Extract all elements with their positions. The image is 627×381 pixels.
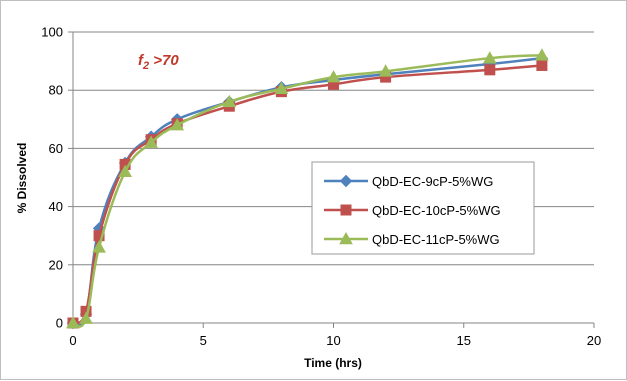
series-3-point-3 — [92, 240, 106, 253]
series-1-line — [72, 56, 543, 327]
series-3-point-8 — [274, 81, 289, 95]
y-tick-label-0: 0 — [56, 316, 63, 331]
f2-annotation: f2 >70 — [138, 52, 179, 72]
series-3-point-7 — [222, 94, 237, 108]
series-3-point-6 — [170, 118, 185, 131]
y-tick-label-20: 20 — [49, 257, 63, 272]
series-3-point-12 — [535, 48, 549, 61]
series-3-point-1 — [66, 315, 80, 329]
series-2-point-12 — [536, 59, 548, 71]
series-3-point-10 — [378, 64, 393, 77]
y-axis-title: % Dissolved — [15, 143, 29, 214]
legend-marker-1 — [339, 174, 353, 188]
y-tick-label-60: 60 — [49, 141, 63, 156]
axes: 0 20 40 60 80 100 0 5 10 15 20 — [41, 25, 601, 349]
series-3 — [66, 48, 549, 329]
x-tick-label-10: 10 — [326, 333, 340, 348]
legend-label-2: QbD-EC-10cP-5%WG — [372, 203, 501, 218]
legend-label-1: QbD-EC-9cP-5%WG — [372, 174, 493, 189]
series-2-point-11 — [484, 64, 496, 76]
annotation-value: >70 — [149, 52, 179, 69]
series-3-point-11 — [482, 51, 497, 64]
series-layer — [66, 48, 549, 330]
x-tick-label-15: 15 — [457, 333, 471, 348]
x-tick-label-0: 0 — [69, 333, 76, 348]
legend-label-3: QbD-EC-11cP-5%WG — [372, 232, 500, 247]
series-3-point-9 — [326, 70, 341, 83]
y-tick-label-100: 100 — [41, 25, 63, 40]
legend-marker-2 — [340, 204, 352, 216]
x-tick-label-20: 20 — [587, 333, 601, 348]
legend: QbD-EC-9cP-5%WG QbD-EC-10cP-5%WG QbD-EC-11… — [311, 161, 535, 255]
series-3-line — [72, 54, 542, 328]
series-3-point-5 — [144, 135, 158, 148]
x-tick-label-5: 5 — [200, 333, 207, 348]
annotation-subscript: 2 — [142, 60, 149, 72]
y-tick-label-40: 40 — [49, 199, 63, 214]
y-tick-label-80: 80 — [49, 83, 63, 98]
legend-marker-3 — [339, 231, 353, 245]
annotation-f: f — [138, 52, 145, 69]
x-axis-title: Time (hrs) — [304, 356, 362, 370]
series-3-point-2 — [79, 311, 93, 324]
series-3-point-4 — [118, 164, 132, 177]
